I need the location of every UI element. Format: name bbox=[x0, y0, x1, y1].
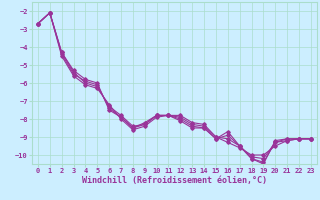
X-axis label: Windchill (Refroidissement éolien,°C): Windchill (Refroidissement éolien,°C) bbox=[82, 176, 267, 185]
